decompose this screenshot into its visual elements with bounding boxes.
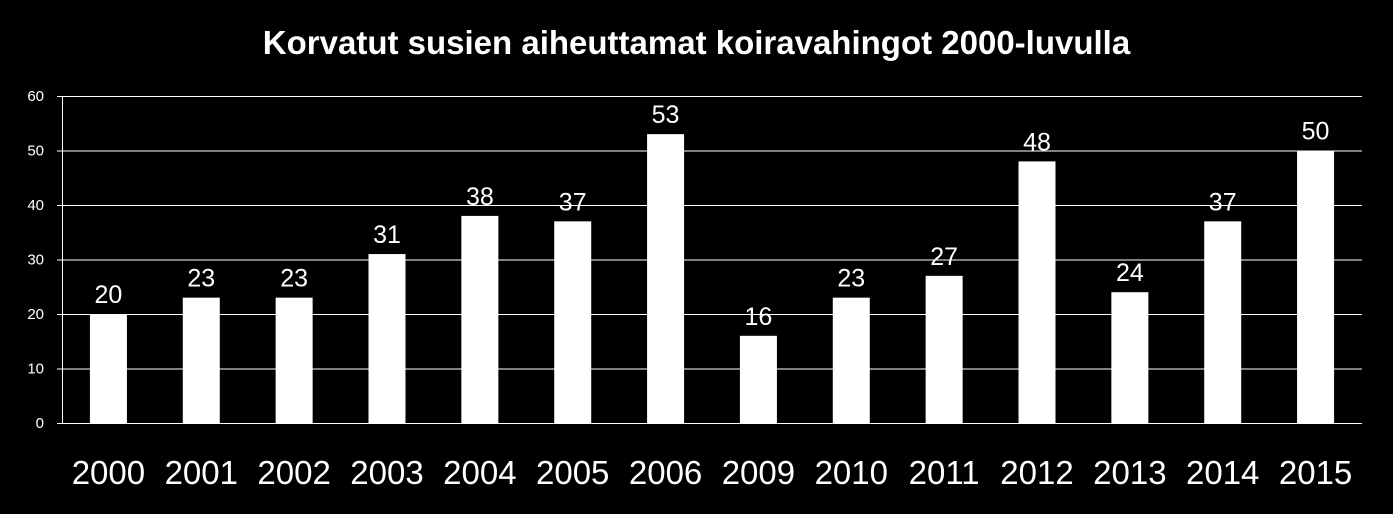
data-label-2004: 38 (466, 183, 494, 211)
data-label-2001: 23 (187, 265, 215, 293)
bar-2011 (925, 275, 963, 423)
data-labels: 20 23 23 31 38 37 53 16 23 27 48 24 37 50 (95, 101, 1330, 331)
bar-2003 (368, 254, 406, 423)
bars (89, 134, 1335, 423)
y-axis-ticks: 0 10 20 30 40 50 60 (27, 88, 44, 432)
bar-2013 (1111, 292, 1149, 423)
y-tick-label: 0 (36, 415, 44, 432)
bar-2012 (1018, 161, 1056, 423)
bar-2005 (554, 221, 592, 423)
data-label-2013: 24 (1116, 259, 1144, 287)
x-tick-label-2012: 2012 (1000, 454, 1073, 491)
bar-2009 (739, 335, 777, 423)
y-tick-label: 30 (27, 252, 44, 269)
y-tick-label: 60 (27, 88, 44, 105)
x-tick-label-2001: 2001 (165, 454, 238, 491)
bar-2006 (647, 134, 685, 423)
y-tick-label: 50 (27, 143, 44, 160)
x-tick-label-2002: 2002 (257, 454, 330, 491)
bar-2000 (89, 314, 127, 423)
x-tick-label-2009: 2009 (722, 454, 795, 491)
bar-2001 (182, 297, 220, 423)
data-label-2006: 53 (652, 101, 680, 129)
x-tick-label-2015: 2015 (1279, 454, 1352, 491)
x-tick-label-2011: 2011 (909, 454, 980, 491)
bar-2014 (1204, 221, 1242, 423)
data-label-2015: 50 (1302, 118, 1330, 146)
data-label-2003: 31 (373, 221, 401, 249)
x-tick-label-2005: 2005 (536, 454, 609, 491)
data-label-2009: 16 (745, 303, 773, 331)
y-tick-label: 40 (27, 197, 44, 214)
x-tick-label-2010: 2010 (815, 454, 888, 491)
data-label-2014: 37 (1209, 188, 1237, 216)
x-tick-label-2014: 2014 (1186, 454, 1259, 491)
y-tick-label: 10 (27, 361, 44, 378)
bar-2002 (275, 297, 313, 423)
x-tick-label-2004: 2004 (443, 454, 516, 491)
x-tick-label-2000: 2000 (72, 454, 145, 491)
data-label-2005: 37 (559, 188, 587, 216)
data-label-2002: 23 (280, 265, 308, 293)
y-tick-label: 20 (27, 306, 44, 323)
data-label-2011: 27 (930, 243, 958, 271)
data-label-2000: 20 (95, 281, 123, 309)
bar-2015 (1297, 150, 1335, 423)
bar-2010 (832, 297, 870, 423)
gridlines (62, 96, 1362, 370)
x-axis-ticks: 2000 2001 2002 2003 2004 2005 2006 2009 2010 2011… (72, 454, 1353, 491)
x-tick-label-2013: 2013 (1093, 454, 1166, 491)
chart-title: Korvatut susien aiheuttamat koiravahingo… (262, 24, 1131, 61)
x-tick-label-2003: 2003 (350, 454, 423, 491)
x-tick-label-2006: 2006 (629, 454, 702, 491)
data-label-2010: 23 (837, 265, 865, 293)
data-label-2012: 48 (1023, 128, 1051, 156)
bar-2004 (461, 215, 499, 423)
axes (57, 96, 1362, 424)
